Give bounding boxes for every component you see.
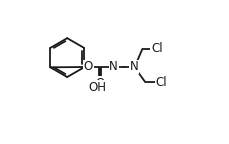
Text: N: N	[109, 60, 117, 73]
Text: Cl: Cl	[150, 42, 162, 55]
Text: N: N	[130, 60, 138, 73]
Text: Cl: Cl	[155, 76, 166, 89]
Text: O: O	[95, 77, 104, 90]
Text: O: O	[83, 60, 93, 73]
Text: OH: OH	[88, 81, 106, 94]
